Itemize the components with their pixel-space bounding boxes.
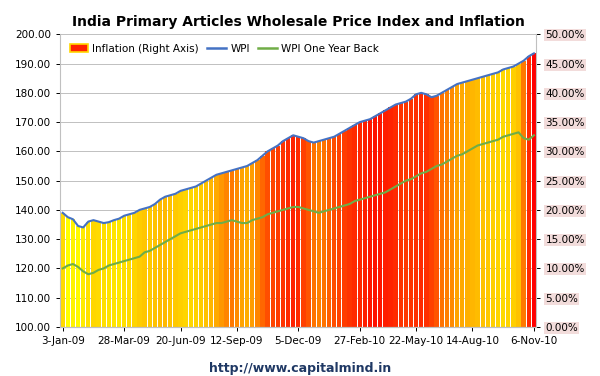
Bar [97, 221, 101, 327]
Bar [81, 227, 85, 327]
Bar [332, 137, 337, 327]
Bar [460, 83, 464, 327]
Bar [275, 146, 280, 327]
Bar [373, 116, 377, 327]
Bar [91, 220, 95, 327]
Bar [153, 204, 157, 327]
Bar [101, 223, 106, 327]
Bar [398, 103, 403, 327]
Bar [527, 56, 531, 327]
Bar [434, 96, 439, 327]
Bar [475, 78, 480, 327]
Bar [158, 200, 162, 327]
Bar [368, 119, 372, 327]
Bar [271, 149, 275, 327]
Bar [311, 143, 316, 327]
Bar [220, 173, 224, 327]
Bar [440, 93, 444, 327]
Bar [517, 64, 521, 327]
Bar [409, 99, 413, 327]
Bar [394, 105, 398, 327]
Bar [485, 75, 490, 327]
Bar [532, 53, 536, 327]
Bar [127, 214, 131, 327]
Bar [148, 207, 152, 327]
Bar [281, 141, 285, 327]
Bar [65, 217, 70, 327]
Bar [250, 163, 254, 327]
Bar [404, 102, 408, 327]
Bar [71, 219, 75, 327]
Bar [214, 175, 218, 327]
Bar [245, 166, 249, 327]
Bar [137, 210, 142, 327]
Bar [358, 122, 362, 327]
Text: http://www.capitalmind.in: http://www.capitalmind.in [209, 362, 391, 375]
Bar [296, 137, 301, 327]
Bar [506, 68, 511, 327]
Bar [122, 216, 127, 327]
Bar [86, 221, 91, 327]
Bar [465, 81, 470, 327]
Bar [235, 169, 239, 327]
Bar [188, 188, 193, 327]
Bar [322, 139, 326, 327]
Bar [521, 61, 526, 327]
Bar [173, 194, 178, 327]
Bar [204, 180, 208, 327]
Bar [291, 135, 295, 327]
Bar [470, 80, 475, 327]
Bar [117, 219, 121, 327]
Bar [194, 186, 198, 327]
Bar [445, 90, 449, 327]
Bar [184, 190, 188, 327]
Bar [286, 138, 290, 327]
Bar [388, 108, 392, 327]
Bar [230, 170, 234, 327]
Bar [61, 213, 65, 327]
Bar [112, 220, 116, 327]
Bar [255, 160, 260, 327]
Bar [455, 84, 459, 327]
Bar [163, 197, 167, 327]
Bar [424, 94, 428, 327]
Bar [168, 195, 172, 327]
Bar [337, 134, 341, 327]
Bar [501, 70, 505, 327]
Bar [414, 94, 418, 327]
Bar [199, 183, 203, 327]
Title: India Primary Articles Wholesale Price Index and Inflation: India Primary Articles Wholesale Price I… [72, 15, 525, 29]
Bar [178, 191, 182, 327]
Bar [363, 121, 367, 327]
Bar [347, 128, 352, 327]
Bar [224, 172, 229, 327]
Bar [132, 213, 137, 327]
Bar [419, 93, 424, 327]
Bar [240, 167, 244, 327]
Bar [430, 97, 434, 327]
Bar [383, 111, 388, 327]
Bar [352, 125, 357, 327]
Bar [327, 138, 331, 327]
Bar [76, 226, 80, 327]
Bar [301, 138, 305, 327]
Bar [317, 141, 321, 327]
Bar [496, 72, 500, 327]
Bar [265, 152, 270, 327]
Bar [260, 156, 265, 327]
Bar [342, 131, 347, 327]
Bar [107, 222, 111, 327]
Bar [307, 141, 311, 327]
Bar [450, 87, 454, 327]
Bar [491, 74, 495, 327]
Legend: Inflation (Right Axis), WPI, WPI One Year Back: Inflation (Right Axis), WPI, WPI One Yea… [65, 39, 383, 58]
Bar [142, 208, 147, 327]
Bar [209, 178, 214, 327]
Bar [378, 113, 382, 327]
Bar [481, 77, 485, 327]
Bar [511, 67, 515, 327]
